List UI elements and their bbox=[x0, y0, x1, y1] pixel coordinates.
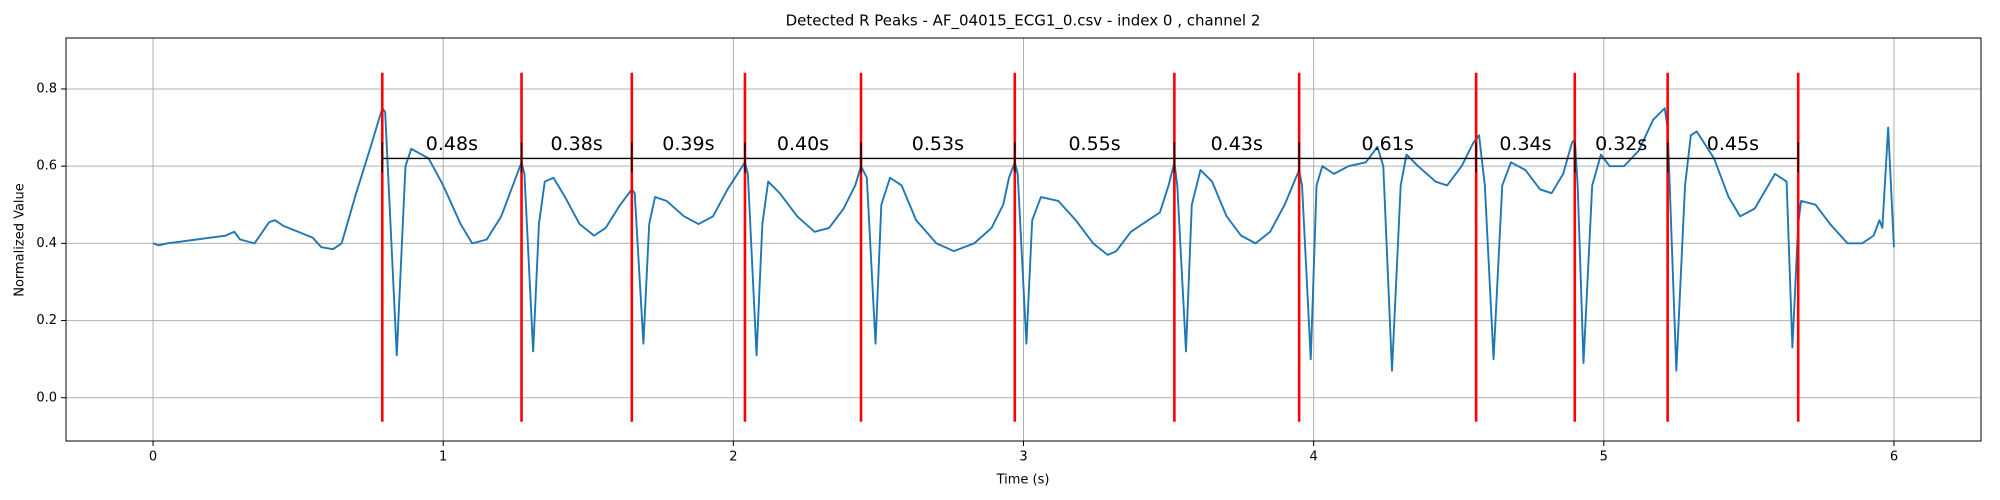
interval-label: 0.48s bbox=[426, 133, 478, 155]
y-axis-label: Normalized Value bbox=[13, 183, 28, 297]
interval-label: 0.38s bbox=[551, 133, 603, 155]
interval-label: 0.39s bbox=[662, 133, 714, 155]
x-tick-label: 1 bbox=[439, 450, 447, 465]
interval-label: 0.55s bbox=[1068, 133, 1120, 155]
interval-label: 0.32s bbox=[1595, 133, 1647, 155]
x-tick-label: 4 bbox=[1310, 450, 1318, 465]
chart-title: Detected R Peaks - AF_04015_ECG1_0.csv -… bbox=[786, 12, 1261, 31]
interval-label: 0.43s bbox=[1211, 133, 1263, 155]
y-tick-label: 0.6 bbox=[36, 159, 57, 174]
x-tick-label: 3 bbox=[1019, 450, 1027, 465]
x-tick-label: 2 bbox=[729, 450, 737, 465]
x-tick-label: 5 bbox=[1600, 450, 1608, 465]
interval-label: 0.53s bbox=[912, 133, 964, 155]
interval-label: 0.40s bbox=[777, 133, 829, 155]
y-tick-label: 0.4 bbox=[36, 236, 57, 251]
signal-line bbox=[152, 107, 1895, 372]
x-tick-label: 0 bbox=[149, 450, 157, 465]
x-axis-label: Time (s) bbox=[996, 473, 1050, 488]
interval-label: 0.45s bbox=[1707, 133, 1759, 155]
interval-label: 0.34s bbox=[1499, 133, 1551, 155]
axes-frame bbox=[65, 37, 1982, 442]
interval-label: 0.61s bbox=[1362, 133, 1414, 155]
y-tick-label: 0.8 bbox=[36, 81, 57, 96]
y-tick-label: 0.2 bbox=[36, 313, 57, 328]
y-tick-label: 0.0 bbox=[36, 390, 57, 405]
x-tick-label: 6 bbox=[1890, 450, 1898, 465]
